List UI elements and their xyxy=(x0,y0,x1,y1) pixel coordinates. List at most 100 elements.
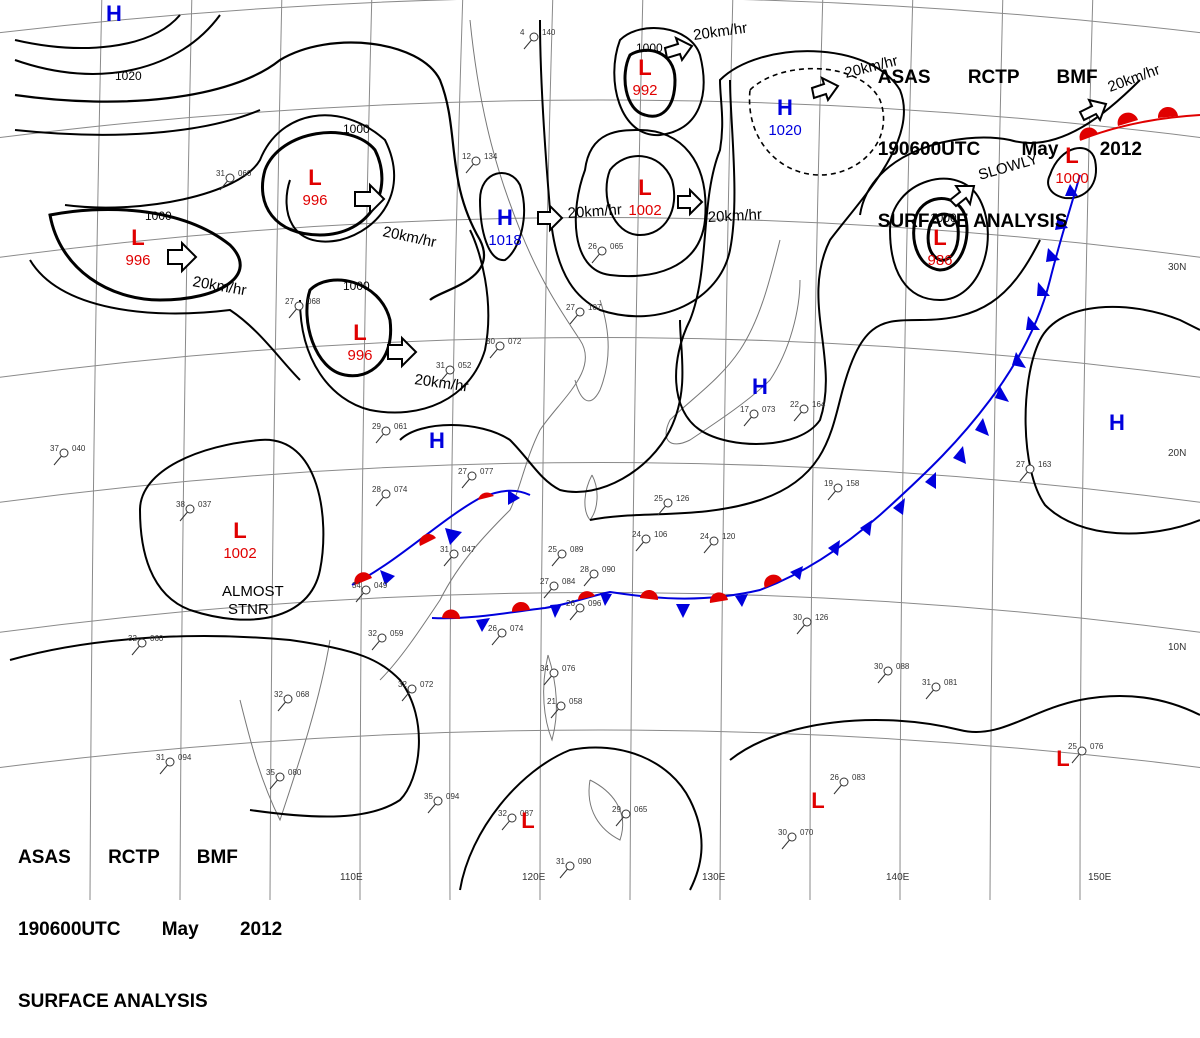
motion-arrow-icon xyxy=(663,36,694,63)
lon-label-140e: 140E xyxy=(886,872,910,883)
station-temp: 32 xyxy=(498,809,507,818)
motion-arrow-icon xyxy=(948,185,976,208)
station-plot: 27 077 xyxy=(458,467,494,489)
station-circle-icon xyxy=(433,796,443,806)
isobar-label: 1000 xyxy=(343,279,370,293)
station-plot: 32 072 xyxy=(398,680,434,702)
station-pressure: 126 xyxy=(676,494,690,503)
warm-front-semicircles xyxy=(354,106,1178,619)
motion-label: STNR xyxy=(228,601,269,618)
lon-label-120e: 120E xyxy=(522,872,546,883)
station-temp: 19 xyxy=(824,479,833,488)
station-plot: 28 090 xyxy=(580,565,616,587)
station-plot: 32 059 xyxy=(368,629,404,651)
station-circle-icon xyxy=(589,569,599,579)
station-circle-icon xyxy=(565,861,575,871)
station-temp: 25 xyxy=(654,494,663,503)
motion-arrow-icon xyxy=(387,335,418,369)
japan-coast xyxy=(665,239,801,445)
header-line-3: SURFACE ANALYSIS xyxy=(18,991,208,1012)
chart-header-top: ASAS RCTP BMF 190600UTC May 2012 SURFACE… xyxy=(878,18,1142,258)
station-plot: 32 068 xyxy=(274,690,310,712)
cold-front-triangles xyxy=(380,184,1078,632)
station-plot: 32 060 xyxy=(128,634,164,656)
low-center-value: 1002 xyxy=(223,545,256,562)
motion-arrow-icon xyxy=(1078,98,1108,123)
surface-analysis-map: 110E 120E 130E 140E 150E 30N 20N 10N xyxy=(0,0,1200,900)
station-plot: 12 134 xyxy=(462,152,498,174)
station-plot: 22 164 xyxy=(790,400,826,422)
station-pressure: 087 xyxy=(520,809,534,818)
station-pressure: 058 xyxy=(569,697,583,706)
mindanao-coast xyxy=(588,779,624,841)
station-plot: 29 065 xyxy=(612,805,648,827)
station-pressure: 164 xyxy=(812,400,826,409)
high-center-letter: H xyxy=(1109,410,1125,435)
header-line-2: 190600UTC May 2012 xyxy=(877,139,1142,160)
station-temp: 32 xyxy=(128,634,137,643)
station-circle-icon xyxy=(381,426,391,436)
high-center-letter: H xyxy=(429,428,445,453)
station-temp: 30 xyxy=(778,828,787,837)
china-coast xyxy=(379,19,586,681)
station-plot: 35 094 xyxy=(424,792,460,814)
low-center-value: 1000 xyxy=(1055,170,1088,187)
pressure-centers: L996L996L996L992L1002L1002L986L1000LLLH1… xyxy=(106,1,1125,833)
station-plot: 26 065 xyxy=(588,242,624,264)
station-plot: 26 083 xyxy=(830,773,866,795)
station-pressure: 089 xyxy=(570,545,584,554)
station-pressure: 076 xyxy=(1090,742,1104,751)
station-pressure: 081 xyxy=(944,678,958,687)
station-plot: 28 074 xyxy=(372,485,408,507)
station-plot: 31 060 xyxy=(216,169,252,191)
low-center-letter: L xyxy=(353,320,366,345)
station-temp: 30 xyxy=(486,337,495,346)
station-circle-icon xyxy=(839,777,849,787)
low-center-letter: L xyxy=(638,55,651,80)
station-circle-icon xyxy=(549,668,559,678)
low-center-letter: L xyxy=(521,808,534,833)
station-temp: 34 xyxy=(352,581,361,590)
station-temp: 38 xyxy=(176,500,185,509)
station-pressure: 059 xyxy=(390,629,404,638)
indochina-coast xyxy=(239,639,331,822)
station-plot: 32 087 xyxy=(498,809,534,831)
station-circle-icon xyxy=(445,365,455,375)
station-plot: 34 049 xyxy=(352,581,388,603)
station-circle-icon xyxy=(294,301,304,311)
stationary-front-west xyxy=(351,489,531,586)
high-center-letter: H xyxy=(106,1,122,26)
station-temp: 32 xyxy=(398,680,407,689)
station-circle-icon xyxy=(1025,464,1035,474)
station-plot: 27 163 xyxy=(1016,460,1052,482)
station-temp: 27 xyxy=(1016,460,1025,469)
header-line-1: ASAS RCTP BMF xyxy=(18,847,238,868)
station-temp: 32 xyxy=(368,629,377,638)
station-circle-icon xyxy=(283,694,293,704)
station-plot: 31 047 xyxy=(440,545,476,567)
station-temp: 31 xyxy=(440,545,449,554)
header-line-2: 190600UTC May 2012 xyxy=(18,919,283,940)
station-pressure: 126 xyxy=(815,613,829,622)
station-pressure: 120 xyxy=(722,532,736,541)
station-temp: 34 xyxy=(540,664,549,673)
station-plot: 25 126 xyxy=(654,494,690,516)
high-center-letter: H xyxy=(777,95,793,120)
station-plot: 26 074 xyxy=(488,624,524,646)
station-pressure: 060 xyxy=(238,169,252,178)
lon-label-130e: 130E xyxy=(702,872,726,883)
station-plot: 19 158 xyxy=(824,479,860,501)
station-pressure: 052 xyxy=(458,361,472,370)
station-plot: 30 072 xyxy=(486,337,522,359)
station-plot: 31 081 xyxy=(922,678,958,700)
station-circle-icon xyxy=(799,404,809,414)
station-circle-icon xyxy=(467,471,477,481)
station-temp: 31 xyxy=(922,678,931,687)
isobar-label: 1000 xyxy=(636,41,663,55)
low-center-value: 992 xyxy=(632,82,657,99)
station-plot: 4 140 xyxy=(520,28,556,50)
station-plot: 17 073 xyxy=(740,405,776,427)
fronts xyxy=(351,106,1200,632)
station-temp: 35 xyxy=(266,768,275,777)
station-plot: 25 076 xyxy=(1068,742,1104,764)
